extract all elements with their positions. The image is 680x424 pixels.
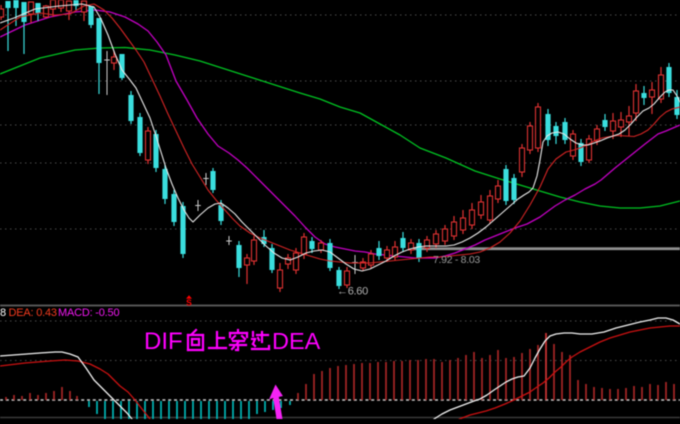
svg-text:DEA: 0.43: DEA: 0.43: [9, 307, 57, 319]
svg-text:←6.60: ←6.60: [337, 286, 368, 298]
svg-text:7.92 - 8.03: 7.92 - 8.03: [433, 254, 480, 266]
svg-text:S: S: [186, 298, 192, 308]
svg-text:DIF: DIF: [144, 328, 183, 355]
svg-text:MACD: -0.50: MACD: -0.50: [58, 307, 119, 319]
svg-text:DEA: DEA: [272, 328, 321, 354]
svg-text:8: 8: [0, 307, 6, 319]
